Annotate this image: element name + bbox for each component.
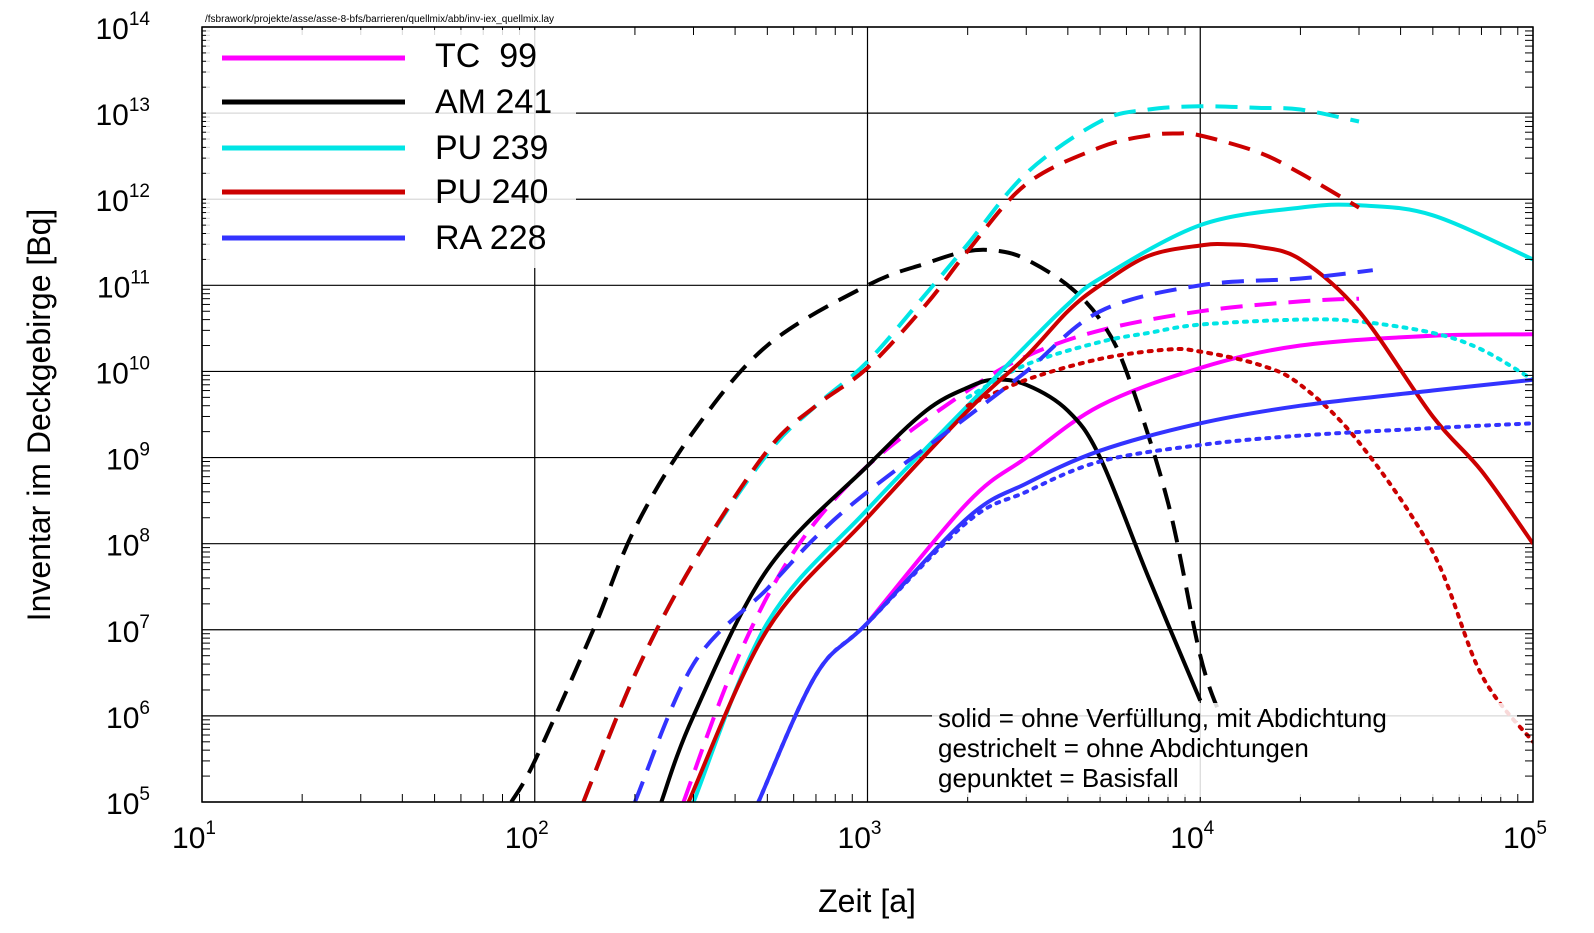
y-tick-labels: 105 106 107 108 109 1010 1011 1012 1013 1014 xyxy=(95,9,150,821)
series-pu240-solid xyxy=(686,242,1533,802)
series-pu240-dashed xyxy=(581,131,1361,802)
legend: TC 99 AM 241 PU 239 PU 240 RA 228 xyxy=(206,30,576,268)
legend-label-tc99: TC 99 xyxy=(435,37,537,75)
data-series-layer xyxy=(509,104,1533,802)
line-style-note: solid = ohne Verfüllung, mit Abdichtung … xyxy=(932,703,1517,797)
legend-label-ra228: RA 228 xyxy=(435,219,547,257)
note-solid: solid = ohne Verfüllung, mit Abdichtung xyxy=(938,703,1387,733)
note-background xyxy=(932,703,1517,797)
x-tick-label: 105 xyxy=(1503,818,1547,855)
series-pu239-dashed xyxy=(581,104,1360,802)
note-dotted: gepunktet = Basisfall xyxy=(938,763,1179,793)
series-pu239-solid xyxy=(691,202,1533,802)
y-tick-label: 108 xyxy=(106,526,150,563)
x-tick-label: 104 xyxy=(1170,818,1214,855)
y-tick-label: 109 xyxy=(106,440,150,477)
y-tick-label: 1014 xyxy=(95,9,150,46)
series-am241-dashed xyxy=(509,247,1223,802)
header-file-path: /fsbrawork/projekte/asse/asse-8-bfs/barr… xyxy=(205,14,554,25)
series-ra228-dotted xyxy=(756,421,1533,802)
x-tick-label: 103 xyxy=(838,818,882,855)
legend-label-pu239: PU 239 xyxy=(435,129,548,167)
x-tick-labels: 101 102 103 104 105 xyxy=(172,818,1547,855)
legend-label-pu240: PU 240 xyxy=(435,173,548,211)
y-tick-label: 1010 xyxy=(95,353,150,390)
x-axis-title: Zeit [a] xyxy=(818,883,916,919)
series-pu240-dotted xyxy=(965,346,1533,744)
y-tick-label: 1013 xyxy=(95,95,150,132)
legend-label-am241: AM 241 xyxy=(435,83,552,121)
y-axis-title: Inventar im Deckgebirge [Bq] xyxy=(21,209,57,622)
y-tick-label: 1011 xyxy=(97,267,150,304)
series-tc99-dashed xyxy=(681,296,1360,802)
x-tick-label: 102 xyxy=(505,818,549,855)
series-ra228-dashed xyxy=(633,268,1374,802)
series-tc99-solid xyxy=(865,332,1533,625)
plot-frame xyxy=(201,26,1534,803)
y-tick-label: 105 xyxy=(106,784,150,821)
note-dashed: gestrichelt = ohne Abdichtungen xyxy=(938,733,1309,763)
y-tick-label: 107 xyxy=(106,612,150,649)
y-tick-label: 1012 xyxy=(95,181,150,218)
series-pu239-dotted xyxy=(965,317,1533,400)
x-tick-label: 101 xyxy=(172,818,216,855)
y-tick-label: 106 xyxy=(106,698,150,735)
